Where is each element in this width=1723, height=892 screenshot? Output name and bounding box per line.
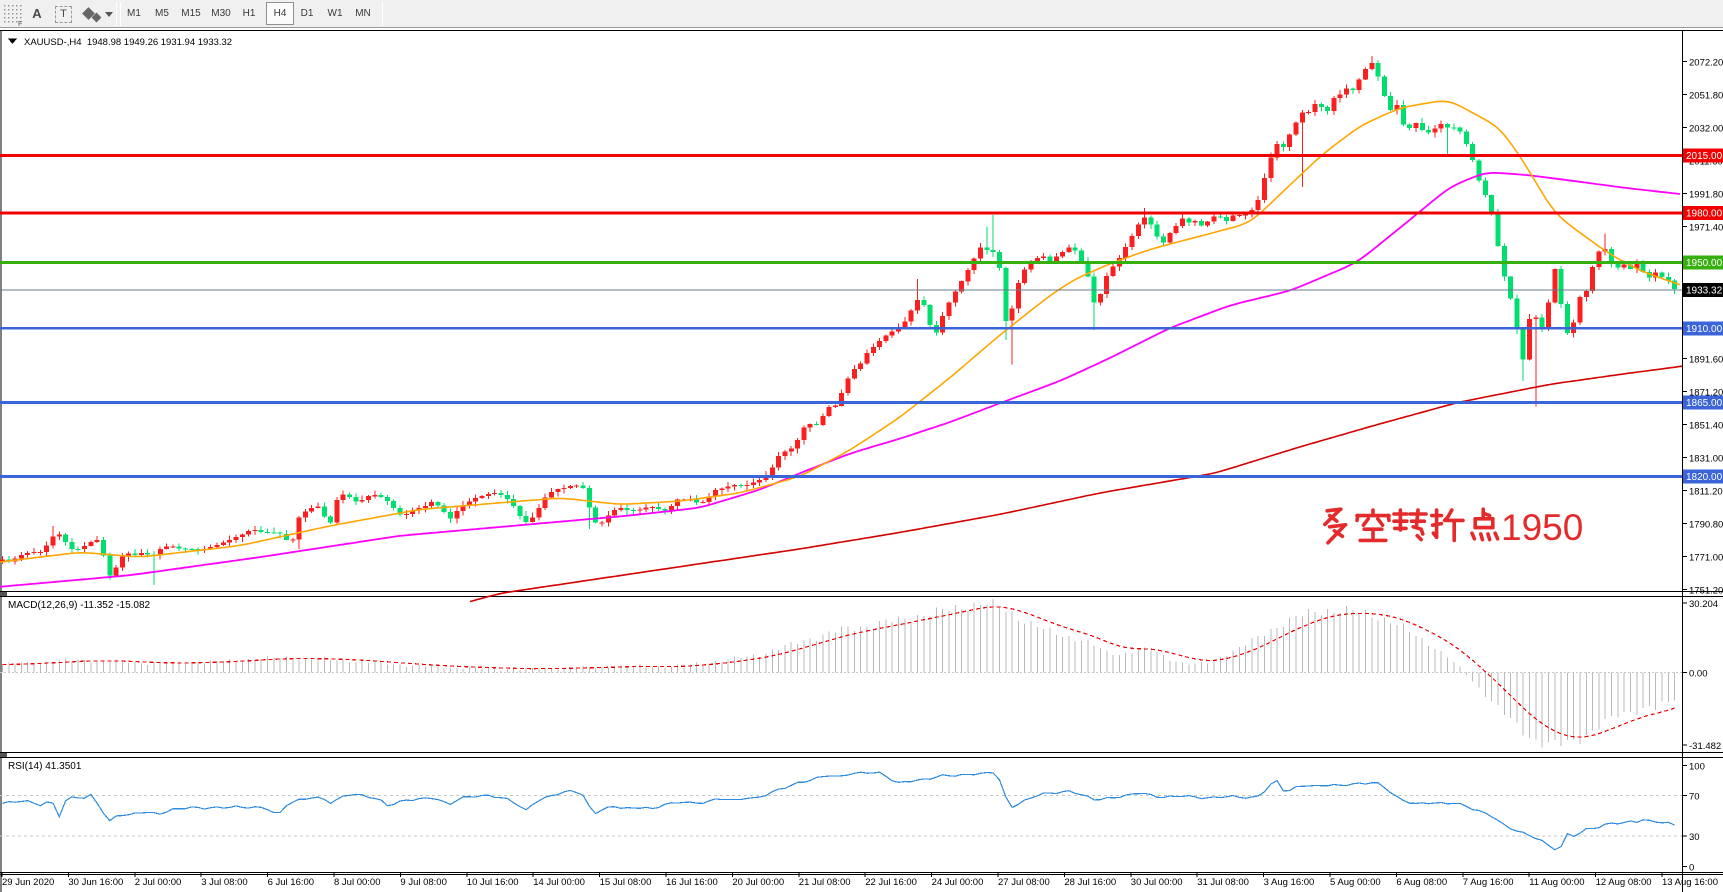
svg-text:10 Jul 16:00: 10 Jul 16:00 [467,877,519,888]
svg-text:2 Jul 00:00: 2 Jul 00:00 [135,877,181,888]
svg-text:1820.00: 1820.00 [1686,472,1723,483]
svg-text:12 Aug 08:00: 12 Aug 08:00 [1596,877,1652,888]
svg-text:7 Aug 16:00: 7 Aug 16:00 [1463,877,1514,888]
svg-text:9 Jul 08:00: 9 Jul 08:00 [400,877,446,888]
svg-text:F: F [18,21,22,28]
svg-text:8 Jul 00:00: 8 Jul 00:00 [334,877,380,888]
svg-text:1751.20: 1751.20 [1689,586,1723,597]
svg-text:70: 70 [1689,792,1700,803]
svg-text:0.00: 0.00 [1689,669,1708,680]
svg-text:-31.482: -31.482 [1689,741,1721,752]
svg-text:30.204: 30.204 [1689,599,1718,610]
svg-text:20 Jul 00:00: 20 Jul 00:00 [732,877,784,888]
svg-text:11 Aug 00:00: 11 Aug 00:00 [1529,877,1584,888]
svg-text:2015.00: 2015.00 [1686,151,1723,162]
svg-text:1871.20: 1871.20 [1689,388,1723,399]
svg-text:1891.60: 1891.60 [1689,355,1723,366]
svg-text:2072.20: 2072.20 [1689,57,1723,68]
svg-text:1933.32: 1933.32 [1686,286,1723,297]
svg-text:1831.00: 1831.00 [1689,454,1723,465]
svg-text:1991.80: 1991.80 [1689,190,1723,201]
svg-text:0: 0 [1689,862,1694,873]
svg-text:2051.80: 2051.80 [1689,90,1723,101]
svg-text:MACD(12,26,9) -11.352 -15.082: MACD(12,26,9) -11.352 -15.082 [8,600,151,611]
svg-text:30 Jul 00:00: 30 Jul 00:00 [1131,877,1183,888]
svg-text:1771.00: 1771.00 [1689,553,1723,564]
svg-text:1811.20: 1811.20 [1689,487,1723,498]
svg-text:RSI(14) 41.3501: RSI(14) 41.3501 [8,761,82,772]
svg-text:6 Jul 16:00: 6 Jul 16:00 [268,877,314,888]
svg-text:1980.00: 1980.00 [1686,209,1723,220]
svg-text:21 Jul 08:00: 21 Jul 08:00 [799,877,851,888]
svg-text:1851.40: 1851.40 [1689,421,1723,432]
svg-text:15 Jul 08:00: 15 Jul 08:00 [600,877,652,888]
svg-text:6 Aug 08:00: 6 Aug 08:00 [1396,877,1447,888]
svg-text:22 Jul 16:00: 22 Jul 16:00 [865,877,917,888]
svg-text:30 Jun 16:00: 30 Jun 16:00 [68,877,123,888]
svg-text:31 Jul 08:00: 31 Jul 08:00 [1197,877,1249,888]
svg-text:1971.40: 1971.40 [1689,223,1723,234]
svg-text:24 Jul 00:00: 24 Jul 00:00 [932,877,984,888]
svg-text:5 Aug 00:00: 5 Aug 00:00 [1330,877,1381,888]
svg-text:3 Jul 08:00: 3 Jul 08:00 [201,877,247,888]
svg-text:1790.80: 1790.80 [1689,520,1723,531]
svg-text:1950.00: 1950.00 [1686,258,1723,269]
svg-text:100: 100 [1689,761,1705,772]
svg-text:13 Aug 16:00: 13 Aug 16:00 [1662,877,1718,888]
svg-text:30: 30 [1689,832,1700,843]
svg-text:29 Jun 2020: 29 Jun 2020 [2,877,54,888]
svg-text:28 Jul 16:00: 28 Jul 16:00 [1064,877,1116,888]
svg-text:1865.00: 1865.00 [1686,398,1723,409]
svg-text:1950: 1950 [1501,507,1583,548]
svg-text:XAUUSD-,H4 1948.98 1949.26 19: XAUUSD-,H4 1948.98 1949.26 1931.94 1933.… [24,37,232,48]
svg-text:16 Jul 16:00: 16 Jul 16:00 [666,877,718,888]
svg-text:3 Aug 16:00: 3 Aug 16:00 [1264,877,1315,888]
svg-text:1910.00: 1910.00 [1686,324,1723,335]
svg-text:14 Jul 00:00: 14 Jul 00:00 [533,877,585,888]
svg-text:2032.00: 2032.00 [1689,123,1723,134]
svg-text:27 Jul 08:00: 27 Jul 08:00 [998,877,1050,888]
